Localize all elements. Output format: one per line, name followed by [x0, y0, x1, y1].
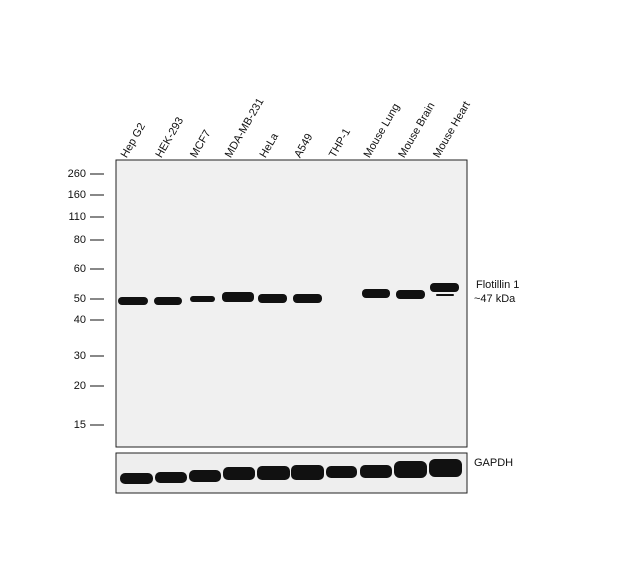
marker-label: 260 [68, 168, 86, 180]
marker-label: 15 [74, 419, 86, 431]
band [120, 473, 153, 484]
marker-label: 50 [74, 293, 86, 305]
marker-label: 30 [74, 350, 86, 362]
band [360, 465, 392, 478]
marker-label: 110 [68, 211, 86, 223]
marker-label: 40 [74, 314, 86, 326]
band [394, 461, 427, 478]
band [118, 297, 148, 305]
band [362, 289, 390, 298]
marker-label: 60 [74, 263, 86, 275]
band [258, 294, 287, 303]
lane-label: THP-1 [327, 126, 353, 160]
band [396, 290, 425, 299]
band [436, 294, 454, 296]
band [430, 283, 459, 292]
lane-label: Mouse Lung [362, 102, 403, 160]
band [155, 472, 187, 483]
target-bands [118, 283, 459, 305]
lane-label: Mouse Brain [396, 100, 437, 159]
lane-label: Mouse Heart [431, 99, 473, 160]
band [257, 466, 290, 480]
loading-control-label: GAPDH [474, 457, 513, 469]
lane-label: A549 [292, 132, 315, 160]
lane-label: HEK-293 [153, 115, 186, 160]
band [291, 465, 324, 480]
band [189, 470, 221, 482]
target-size: ~47 kDa [474, 293, 516, 305]
gapdh-bands [120, 459, 462, 484]
band [223, 467, 255, 480]
marker-label: 160 [68, 189, 86, 201]
target-name: Flotillin 1 [476, 279, 519, 291]
band [326, 466, 357, 478]
lane-label: MCF7 [188, 128, 213, 160]
band [429, 459, 462, 477]
lane-label: Hep G2 [119, 121, 148, 160]
band [293, 294, 322, 303]
marker-label: 80 [74, 234, 86, 246]
band [190, 296, 215, 302]
band [154, 297, 182, 305]
marker-label: 20 [74, 380, 86, 392]
lane-label: HeLa [258, 130, 282, 160]
band [222, 292, 254, 302]
